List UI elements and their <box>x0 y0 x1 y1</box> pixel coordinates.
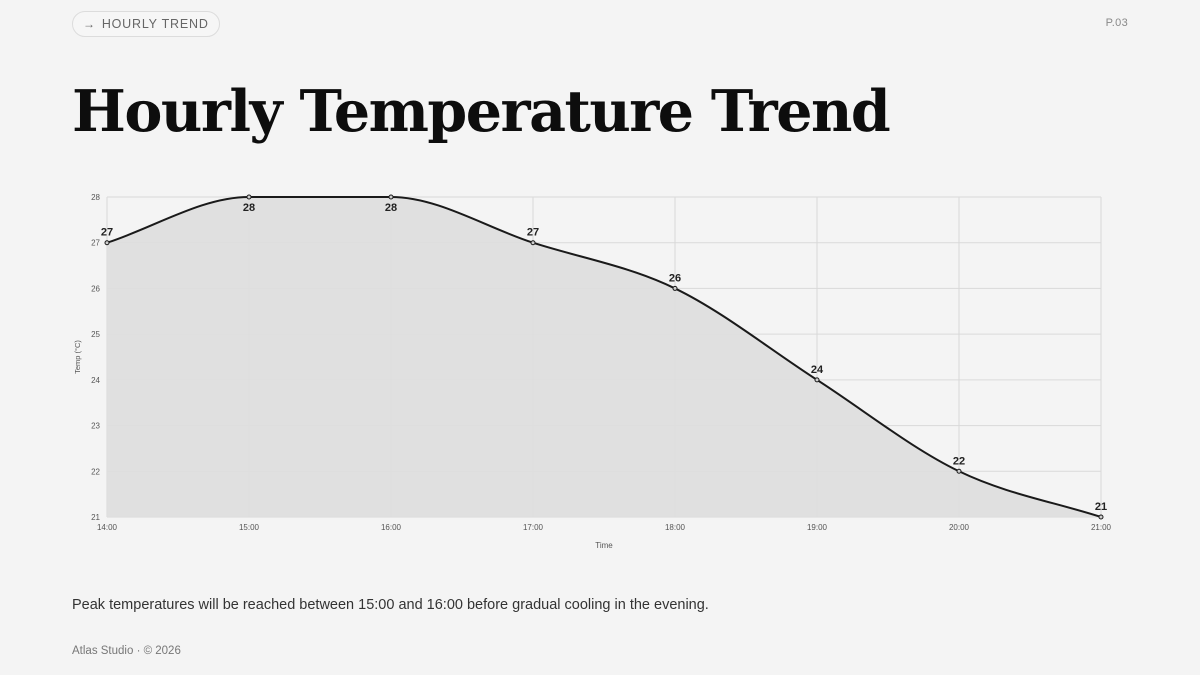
area-fill <box>107 197 1101 517</box>
page-title: Hourly Temperature Trend <box>72 78 891 145</box>
data-label: 28 <box>385 202 397 214</box>
data-label: 26 <box>669 272 681 284</box>
data-point <box>672 285 678 291</box>
chart-caption: Peak temperatures will be reached betwee… <box>72 597 709 613</box>
data-point <box>530 240 536 246</box>
data-label: 22 <box>953 455 965 467</box>
x-tick-label: 14:00 <box>97 523 118 532</box>
footer-credit: Atlas Studio · © 2026 <box>72 645 181 657</box>
series-line <box>106 195 1102 518</box>
x-tick-label: 19:00 <box>807 523 828 532</box>
data-point <box>388 194 394 200</box>
data-label: 28 <box>243 202 255 214</box>
section-tag-label: HOURLY TREND <box>101 17 209 31</box>
y-tick-label: 23 <box>91 422 100 431</box>
x-tick-label: 20:00 <box>949 523 970 532</box>
x-tick-label: 21:00 <box>1091 523 1112 532</box>
x-tick-label: 15:00 <box>239 523 260 532</box>
data-point <box>814 377 820 383</box>
arrow-right-icon: → <box>83 17 96 31</box>
data-point <box>956 468 962 474</box>
y-tick-label: 21 <box>91 513 100 522</box>
y-tick-label: 28 <box>91 193 100 202</box>
y-tick-label: 27 <box>91 239 100 248</box>
data-point <box>246 194 252 200</box>
y-tick-label: 24 <box>91 376 100 385</box>
data-point <box>104 240 110 246</box>
y-axis-label: Temp (°C) <box>73 340 82 374</box>
y-tick-label: 22 <box>91 467 100 476</box>
x-tick-label: 16:00 <box>381 523 402 532</box>
data-label: 21 <box>1095 501 1107 513</box>
page-number: P.03 <box>1105 17 1128 29</box>
data-label: 27 <box>101 227 113 239</box>
section-tag: → HOURLY TREND <box>72 11 220 37</box>
data-point <box>1098 514 1104 520</box>
y-tick-label: 25 <box>91 330 100 339</box>
data-label: 24 <box>811 364 824 376</box>
y-tick-label: 26 <box>91 284 100 293</box>
x-axis-label: Time <box>595 541 613 550</box>
x-tick-label: 18:00 <box>665 523 686 532</box>
x-tick-label: 17:00 <box>523 523 544 532</box>
data-label: 27 <box>527 227 539 239</box>
chart-marks: 27 28 28 27 26 24 22 21 <box>101 194 1107 520</box>
